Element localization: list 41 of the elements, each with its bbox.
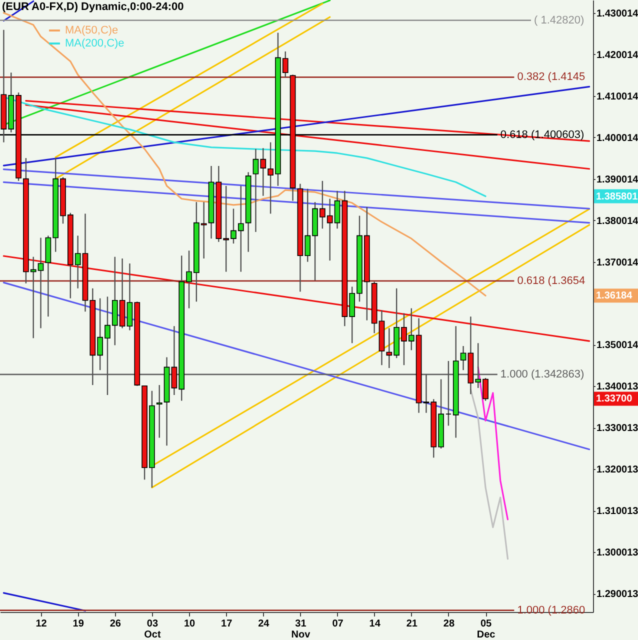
y-tick-label: 1.320013: [596, 464, 638, 476]
y-tick-label: 1.400014: [596, 132, 638, 144]
x-tick-label: 19: [72, 618, 84, 630]
x-tick-label: 05 Dec: [476, 618, 496, 640]
annotation: 1.385801: [596, 191, 638, 202]
annotation: 1.36184: [596, 290, 633, 302]
x-tick-label: 17: [221, 618, 233, 630]
y-tick-label: 1.410014: [596, 91, 638, 102]
y-tick-label: 1.380014: [596, 216, 638, 227]
y-tick-label: 1.310013: [596, 506, 638, 518]
candlestick: [156, 384, 162, 438]
line-series: [470, 388, 509, 560]
x-tick-label: 26: [110, 618, 122, 630]
annotation: 1.33700: [596, 394, 633, 405]
x-tick-label: 07: [332, 618, 344, 630]
candlestick: [460, 345, 466, 371]
x-tick-label: 24: [258, 618, 270, 630]
ref-line-label: 0.618 (1.3654: [517, 274, 586, 287]
legend-label: MA(50,C)e: [65, 24, 118, 36]
x-tick-label: 03 Oct: [144, 618, 162, 640]
y-tick-label: 1.340013: [596, 382, 638, 393]
candlestick: [446, 360, 452, 426]
x-tick-label: 31 Nov: [291, 618, 311, 640]
ref-line-label: ( 1.42820): [534, 14, 584, 26]
legend-label: MA(200,C)e: [65, 38, 124, 50]
y-tick-label: 1.350014: [596, 340, 638, 352]
y-tick-label: 1.290013: [596, 589, 638, 600]
y-tick-label: 1.430014: [596, 8, 638, 20]
y-tick-label: 1.370014: [596, 257, 638, 268]
x-tick-label: 28: [443, 618, 455, 630]
ref-line-label: 0.382 (1.4145: [517, 71, 586, 84]
line-series: [2, 12, 486, 296]
x-tick-label: 21: [406, 618, 418, 630]
y-tick-label: 1.420014: [596, 50, 638, 61]
x-tick-label: 10: [184, 618, 196, 630]
y-tick-label: 1.390014: [596, 174, 638, 186]
x-tick-label: 12: [36, 618, 48, 630]
x-tick-label: 14: [369, 618, 381, 630]
y-tick-label: 1.330013: [596, 423, 638, 434]
ref-line-label: 1.000 (1.342863): [500, 368, 584, 380]
y-tick-label: 1.300013: [596, 548, 638, 559]
